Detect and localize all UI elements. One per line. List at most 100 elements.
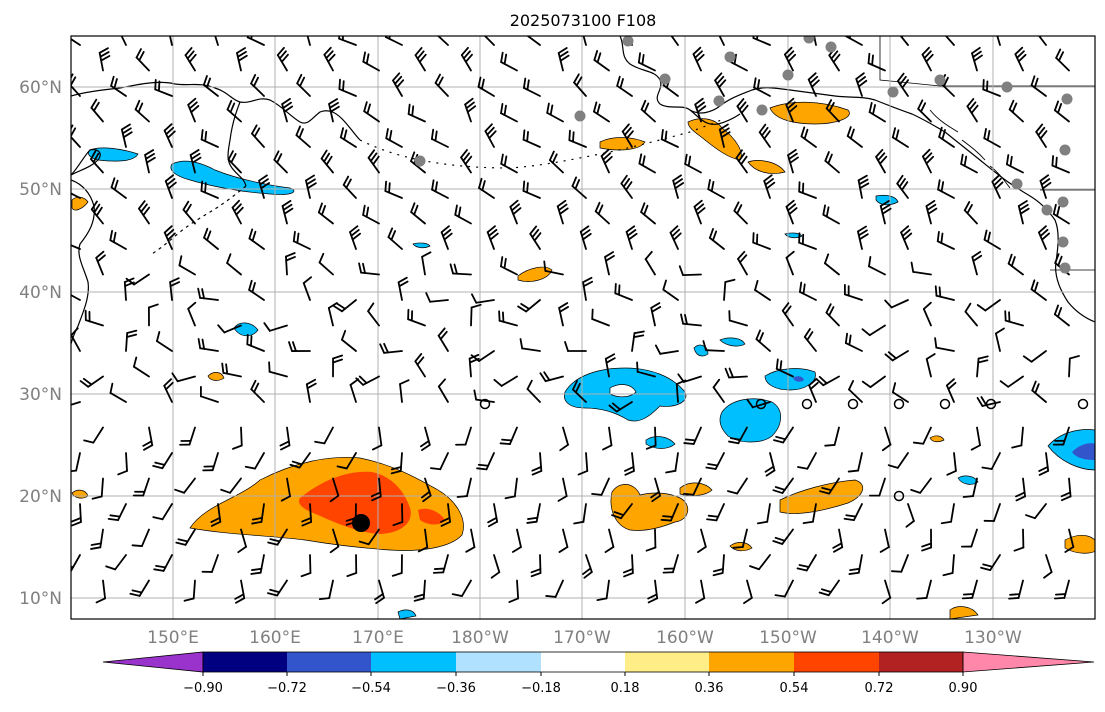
wind-barb [135, 48, 150, 72]
wind-barb [281, 200, 294, 225]
wind-barb [370, 477, 382, 502]
wind-barb [202, 75, 219, 97]
wind-barb [390, 452, 403, 475]
wind-barb [976, 299, 1001, 312]
kamchatka-coastline [227, 101, 247, 187]
calm-marker [985, 398, 997, 410]
station-marker [1061, 93, 1073, 105]
wind-barb [669, 225, 682, 250]
wind-barb [1031, 380, 1047, 403]
wind-barb [557, 477, 568, 502]
colorbar-segment [203, 652, 287, 672]
wind-barb [905, 503, 915, 528]
wind-barb [1038, 452, 1050, 476]
wind-barb [152, 452, 173, 470]
wind-barb [484, 123, 497, 148]
wind-barb [178, 255, 196, 276]
wind-barb [200, 180, 219, 199]
wind-barb [891, 382, 909, 403]
wind-barb [374, 579, 385, 605]
wind-barb [339, 127, 357, 148]
wind-barb [200, 129, 219, 148]
wind-barb [171, 372, 196, 383]
wind-barb [110, 177, 127, 199]
wind-barb [258, 174, 270, 199]
colorbar-tick-label: 0.18 [611, 681, 640, 696]
colorbar-segment [371, 652, 456, 672]
wind-barb [105, 554, 127, 571]
wind-barb [179, 426, 196, 446]
longitude-label: 140°W [861, 628, 919, 648]
wind-barb [981, 452, 1001, 470]
calm-marker [847, 398, 859, 410]
wind-barb [285, 252, 296, 276]
station-marker [713, 95, 725, 107]
wind-barb [362, 51, 380, 72]
wind-barb [568, 129, 587, 148]
wind-barb [706, 503, 725, 522]
wind-barb [187, 301, 197, 327]
positive-anomaly-region [949, 606, 979, 619]
wind-barb [117, 452, 128, 476]
colorbar-tick-label: −0.90 [183, 681, 223, 696]
wind-barb [437, 378, 449, 403]
wind-barb [440, 225, 453, 250]
wind-barb [746, 398, 771, 409]
wind-barb [504, 477, 518, 500]
wind-barb [1052, 203, 1070, 225]
wind-barb [824, 253, 840, 276]
wind-barb [708, 228, 725, 250]
wind-barb [358, 262, 380, 276]
wind-barb [182, 200, 196, 225]
wind-barb [246, 333, 265, 352]
wind-barb [917, 99, 932, 123]
wind-barb [1007, 253, 1024, 276]
wind-barb [600, 148, 613, 174]
wind-barb [593, 101, 610, 123]
wind-barb [248, 279, 265, 301]
wind-barb [328, 98, 340, 123]
wind-barb [1004, 310, 1024, 327]
wind-barb [109, 229, 127, 250]
wind-barb [660, 503, 679, 522]
colorbar-tick-label: 0.36 [695, 681, 724, 696]
wind-barb [329, 528, 340, 554]
colorbar-outline [202, 651, 964, 673]
wind-barb [925, 353, 936, 378]
wind-barb [440, 503, 451, 527]
longitude-label: 130°W [964, 628, 1022, 648]
wind-barb [251, 124, 265, 148]
wind-barb [71, 192, 81, 199]
wind-barb [727, 477, 748, 495]
wind-barb [912, 426, 932, 445]
wind-barb [890, 554, 909, 573]
okhotsk-coastline [71, 148, 101, 176]
wind-barb [644, 250, 656, 276]
wind-barb [772, 477, 794, 494]
latitude-label: 60°N [19, 78, 62, 98]
positive-anomaly-region [929, 435, 945, 443]
wind-barb [640, 99, 656, 123]
wind-barb [764, 452, 776, 477]
wind-barb [921, 46, 934, 72]
longitude-label: 170°W [553, 628, 611, 648]
negative-anomaly-region [397, 609, 417, 619]
station-marker [1011, 178, 1023, 190]
wind-barb [963, 201, 978, 225]
wind-barb [697, 528, 707, 554]
wind-barb [234, 579, 246, 604]
wind-barb [1006, 154, 1024, 174]
wind-barb [1053, 304, 1070, 327]
wind-barb [281, 97, 294, 123]
wind-barb [861, 375, 886, 389]
wind-barb [342, 175, 357, 199]
wind-barb [784, 46, 797, 72]
wind-barb [154, 79, 173, 97]
wind-barb [680, 313, 702, 327]
wind-barb [384, 36, 403, 46]
wind-barb [200, 385, 219, 403]
wind-barb [407, 103, 426, 123]
wind-barb [410, 202, 426, 225]
wind-barb [460, 46, 473, 72]
station-marker [782, 69, 794, 81]
